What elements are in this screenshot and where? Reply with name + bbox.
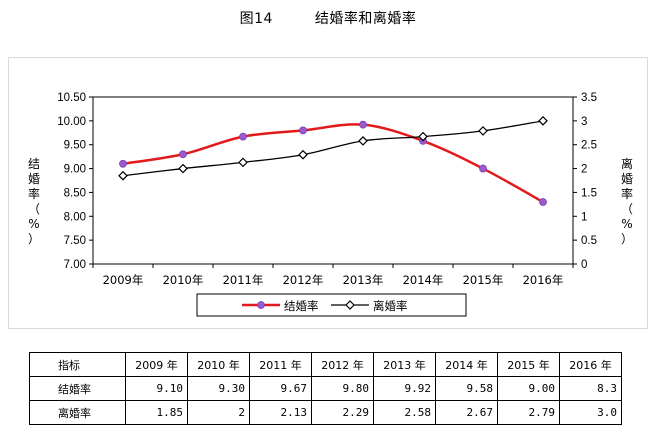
x-tick-label: 2013年: [343, 273, 384, 287]
x-tick-label: 2012年: [283, 273, 324, 287]
y-left-axis-label: 率: [28, 186, 40, 201]
table-row: 离婚率 1.85 2 2.13 2.29 2.58 2.67 2.79 3.0: [29, 400, 622, 425]
table-cell: 3.0: [559, 400, 622, 425]
table-cell: 2: [187, 400, 250, 425]
table-cell: 8.3: [559, 376, 622, 401]
table-header-year: 2010 年: [187, 352, 250, 377]
divorce-rate-point: [538, 116, 548, 126]
table-cell: 9.58: [435, 376, 498, 401]
table-header-year: 2009 年: [125, 352, 188, 377]
marriage-rate-point: [299, 126, 307, 135]
x-tick-label: 2016年: [523, 273, 564, 287]
y-right-tick-label: 1: [581, 211, 587, 223]
x-tick-label: 2010年: [163, 273, 204, 287]
table-cell: 9.30: [187, 376, 250, 401]
marriage-rate-point: [179, 150, 187, 159]
divorce-rate-point: [478, 126, 488, 136]
x-tick-label: 2015年: [463, 273, 504, 287]
legend-divorce-marker: [345, 300, 355, 310]
table-header-year: 2011 年: [249, 352, 312, 377]
table-row-label: 离婚率: [29, 400, 126, 425]
divorce-rate-point: [298, 149, 308, 160]
table-cell: 9.92: [373, 376, 436, 401]
x-tick-label: 2009年: [103, 273, 144, 287]
x-tick-label: 2014年: [403, 273, 444, 287]
table-header-year: 2012 年: [311, 352, 374, 377]
legend-marriage-label: 结婚率: [284, 299, 319, 313]
marriage-rate-point: [119, 159, 127, 168]
table-cell: 2.13: [249, 400, 312, 425]
y-right-axis-label: 离: [621, 156, 633, 171]
table-header-year: 2013 年: [373, 352, 436, 377]
y-left-tick-label: 9.00: [64, 164, 86, 176]
table-row: 结婚率 9.10 9.30 9.67 9.80 9.92 9.58 9.00 8.3: [29, 376, 622, 401]
y-left-tick-label: 8.00: [64, 211, 86, 223]
y-right-axis-label: 婚: [621, 172, 633, 186]
y-right-axis-label: %: [621, 217, 632, 231]
y-left-axis-label: 婚: [28, 172, 40, 186]
table-cell: 9.80: [311, 376, 374, 401]
table-header-year: 2015 年: [497, 352, 560, 377]
legend-divorce-label: 离婚率: [373, 299, 408, 313]
y-right-axis-label: 率: [621, 186, 633, 201]
y-left-tick-label: 7.50: [64, 235, 86, 247]
y-right-tick-label: 1.5: [581, 187, 597, 199]
y-left-tick-label: 10.50: [57, 92, 86, 104]
table-cell: 9.00: [497, 376, 560, 401]
y-left-axis-label: 结: [28, 157, 40, 171]
y-left-axis-label: （: [28, 202, 40, 216]
y-right-axis-label: ）: [621, 232, 633, 246]
table-cell: 1.85: [125, 400, 188, 425]
x-tick-label: 2011年: [223, 273, 264, 287]
y-right-tick-label: 0: [581, 259, 587, 271]
divorce-rate-point: [358, 136, 368, 146]
marriage-rate-point: [479, 164, 487, 173]
table-cell: 2.79: [497, 400, 560, 425]
table-cell: 9.10: [125, 376, 188, 401]
table-header-label: 指标: [29, 352, 126, 377]
marriage-rate-point: [239, 132, 247, 141]
y-right-tick-label: 0.5: [581, 235, 597, 247]
y-left-tick-label: 10.00: [57, 116, 86, 128]
figure-caption: 结婚率和离婚率: [314, 11, 417, 27]
table-cell: 2.67: [435, 400, 498, 425]
legend-marriage-marker: [257, 301, 265, 309]
plot-border: [92, 96, 574, 265]
y-left-axis-label: ）: [28, 232, 40, 246]
figure-number: 图14: [239, 11, 273, 27]
chart-area: [8, 57, 648, 329]
table-header-year: 2016 年: [559, 352, 622, 377]
y-right-tick-label: 2.5: [581, 140, 597, 152]
table-row-label: 结婚率: [29, 376, 126, 401]
figure-title: 图14 结婚率和离婚率: [0, 8, 656, 28]
table-cell: 2.29: [311, 400, 374, 425]
marriage-rate-point: [539, 198, 547, 206]
y-left-axis-label: %: [28, 217, 39, 231]
table-cell: 2.58: [373, 400, 436, 425]
y-left-tick-label: 8.50: [64, 187, 86, 199]
y-right-tick-label: 2: [581, 164, 587, 176]
marriage-rate-line: [122, 123, 544, 204]
table-cell: 9.67: [249, 376, 312, 401]
y-left-tick-label: 7.00: [64, 259, 86, 271]
divorce-rate-point: [118, 170, 128, 181]
y-right-axis-label: （: [621, 202, 633, 216]
divorce-rate-point: [178, 163, 188, 174]
divorce-rate-point: [238, 157, 248, 168]
y-right-tick-label: 3.5: [581, 92, 597, 104]
divorce-rate-point: [418, 131, 428, 142]
table-header-year: 2014 年: [435, 352, 498, 377]
divorce-rate-line: [122, 120, 544, 177]
marriage-rate-point: [359, 120, 367, 129]
y-left-tick-label: 9.50: [64, 140, 86, 152]
y-right-tick-label: 3: [581, 116, 587, 128]
